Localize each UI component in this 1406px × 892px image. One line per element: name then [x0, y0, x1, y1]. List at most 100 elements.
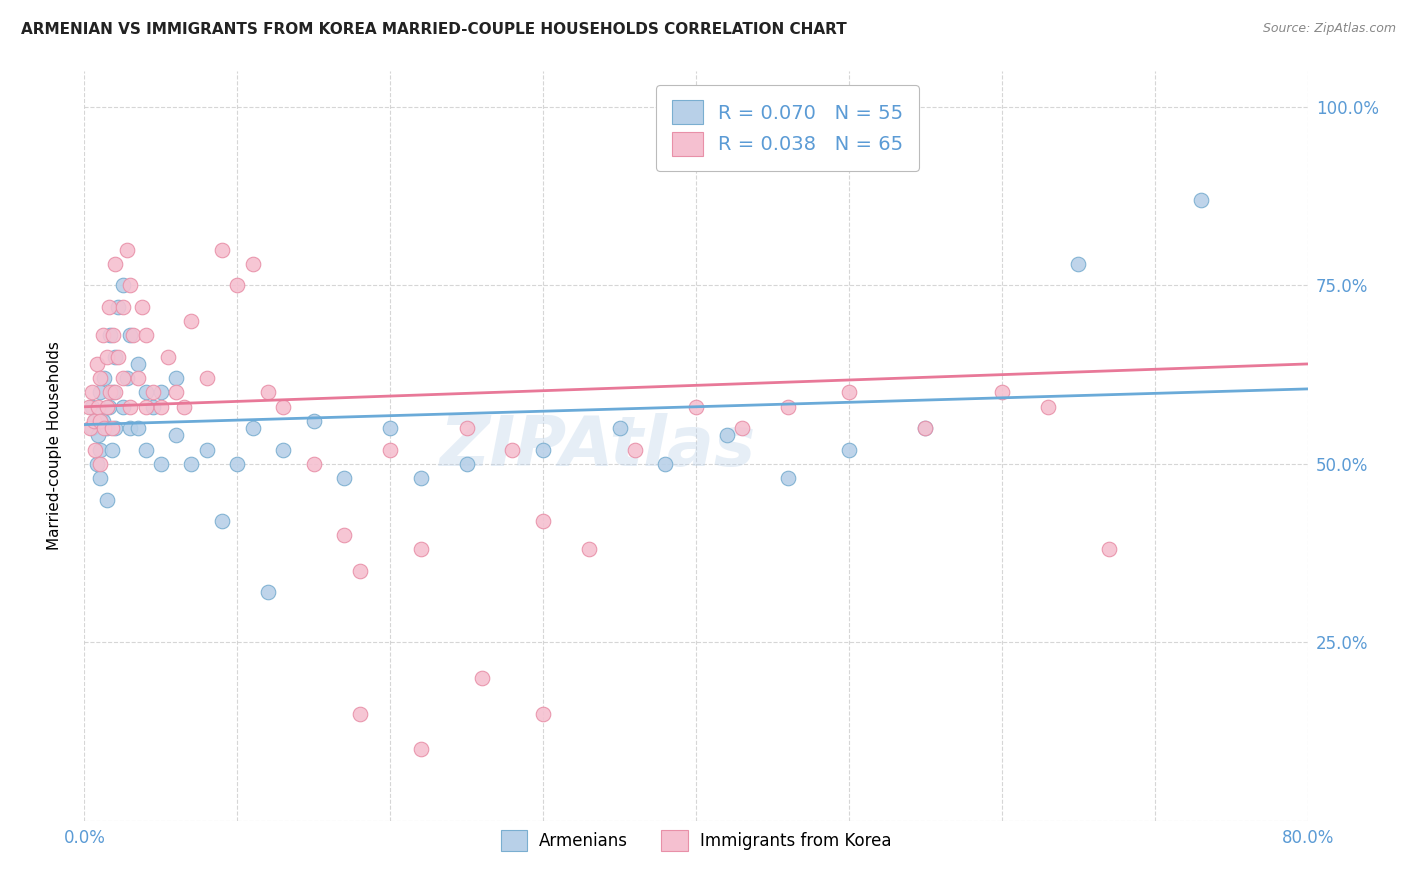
- Point: [173, 400, 195, 414]
- Point: [242, 421, 264, 435]
- Point: [165, 428, 187, 442]
- Point: [111, 371, 134, 385]
- Point: [380, 442, 402, 457]
- Point: [654, 457, 676, 471]
- Point: [380, 421, 402, 435]
- Point: [271, 442, 294, 457]
- Point: [195, 371, 218, 385]
- Point: [149, 457, 172, 471]
- Point: [211, 514, 233, 528]
- Point: [107, 350, 129, 364]
- Point: [131, 300, 153, 314]
- Point: [991, 385, 1014, 400]
- Point: [80, 385, 103, 400]
- Point: [471, 671, 494, 685]
- Point: [716, 428, 738, 442]
- Point: [89, 457, 111, 471]
- Point: [302, 414, 325, 428]
- Point: [86, 357, 108, 371]
- Point: [142, 385, 165, 400]
- Point: [257, 385, 280, 400]
- Point: [609, 421, 631, 435]
- Point: [333, 471, 356, 485]
- Point: [104, 350, 127, 364]
- Point: [120, 421, 142, 435]
- Point: [96, 492, 118, 507]
- Point: [89, 442, 111, 457]
- Point: [89, 414, 111, 428]
- Point: [914, 421, 936, 435]
- Point: [86, 457, 108, 471]
- Point: [111, 400, 134, 414]
- Point: [271, 400, 294, 414]
- Point: [838, 385, 860, 400]
- Point: [531, 514, 554, 528]
- Point: [122, 328, 145, 343]
- Point: [333, 528, 356, 542]
- Y-axis label: Married-couple Households: Married-couple Households: [48, 342, 62, 550]
- Point: [104, 385, 127, 400]
- Text: ARMENIAN VS IMMIGRANTS FROM KOREA MARRIED-COUPLE HOUSEHOLDS CORRELATION CHART: ARMENIAN VS IMMIGRANTS FROM KOREA MARRIE…: [21, 22, 846, 37]
- Point: [120, 400, 142, 414]
- Point: [157, 350, 180, 364]
- Point: [195, 442, 218, 457]
- Point: [456, 457, 478, 471]
- Point: [87, 400, 110, 414]
- Point: [91, 414, 114, 428]
- Text: Source: ZipAtlas.com: Source: ZipAtlas.com: [1263, 22, 1396, 36]
- Point: [98, 385, 121, 400]
- Point: [84, 442, 107, 457]
- Text: ZIPAtlas: ZIPAtlas: [440, 412, 756, 480]
- Point: [349, 564, 371, 578]
- Point: [120, 278, 142, 293]
- Point: [115, 243, 138, 257]
- Point: [349, 706, 371, 721]
- Point: [79, 421, 101, 435]
- Point: [89, 471, 111, 485]
- Point: [89, 407, 111, 421]
- Point: [624, 442, 647, 457]
- Point: [127, 357, 149, 371]
- Point: [531, 706, 554, 721]
- Point: [83, 414, 105, 428]
- Point: [142, 400, 165, 414]
- Point: [135, 442, 157, 457]
- Point: [77, 400, 100, 414]
- Point: [409, 742, 432, 756]
- Point: [685, 400, 707, 414]
- Point: [127, 371, 149, 385]
- Point: [226, 457, 249, 471]
- Point: [226, 278, 249, 293]
- Point: [731, 421, 754, 435]
- Point: [1189, 193, 1212, 207]
- Point: [103, 328, 125, 343]
- Point: [149, 385, 172, 400]
- Point: [242, 257, 264, 271]
- Point: [96, 421, 118, 435]
- Point: [101, 442, 124, 457]
- Point: [838, 442, 860, 457]
- Point: [111, 300, 134, 314]
- Point: [1067, 257, 1090, 271]
- Point: [87, 428, 110, 442]
- Point: [776, 471, 799, 485]
- Point: [93, 421, 115, 435]
- Point: [104, 257, 127, 271]
- Point: [180, 457, 202, 471]
- Point: [1036, 400, 1059, 414]
- Point: [101, 421, 124, 435]
- Point: [165, 385, 187, 400]
- Point: [104, 421, 127, 435]
- Point: [135, 400, 157, 414]
- Point: [502, 442, 524, 457]
- Point: [84, 414, 107, 428]
- Point: [165, 371, 187, 385]
- Point: [149, 400, 172, 414]
- Legend: Armenians, Immigrants from Korea: Armenians, Immigrants from Korea: [494, 823, 898, 857]
- Point: [456, 421, 478, 435]
- Point: [96, 400, 118, 414]
- Point: [80, 400, 103, 414]
- Point: [1098, 542, 1121, 557]
- Point: [80, 421, 103, 435]
- Point: [409, 542, 432, 557]
